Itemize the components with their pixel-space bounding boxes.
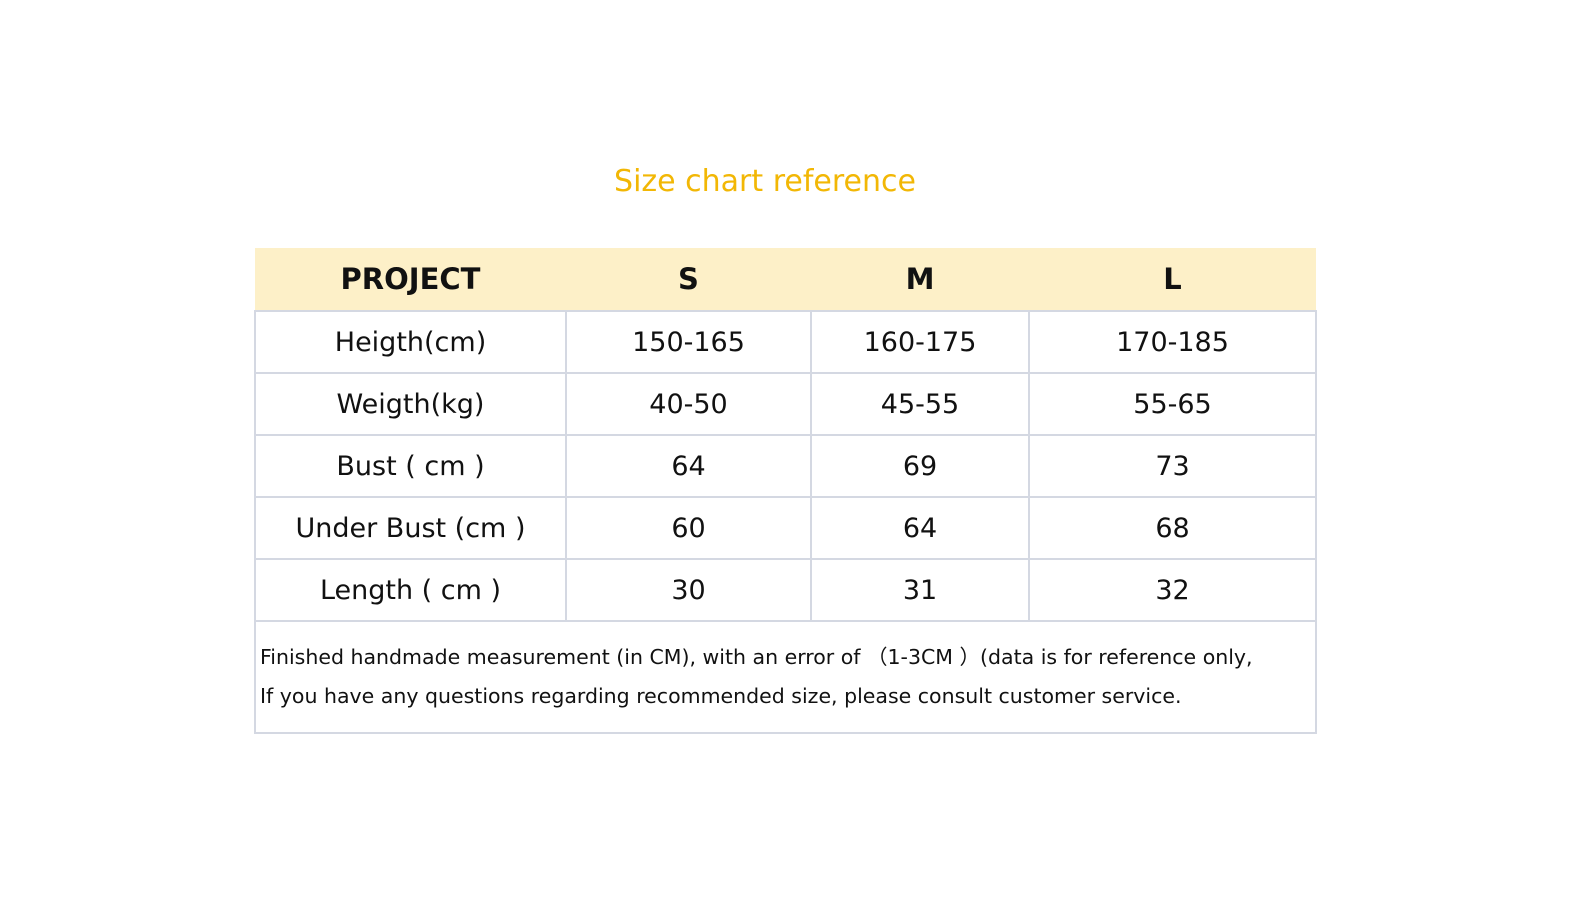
header-project: PROJECT [255, 248, 566, 311]
table-cell: 31 [810, 558, 1030, 622]
table-cell: 150-165 [565, 310, 812, 374]
table-row-length: Length ( cm ) 30 31 32 [254, 558, 1317, 622]
table-note-row: Finished handmade measurement (in CM), w… [254, 620, 1317, 734]
table-cell: 60 [565, 496, 812, 560]
page-title: Size chart reference [614, 164, 916, 199]
table-cell: 64 [810, 496, 1030, 560]
table-cell: 160-175 [810, 310, 1030, 374]
table-row-weight: Weigth(kg) 40-50 45-55 55-65 [254, 372, 1317, 436]
table-cell: 64 [565, 434, 812, 498]
header-size-s: S [566, 248, 811, 311]
row-label: Length ( cm ) [254, 558, 567, 622]
row-label: Weigth(kg) [254, 372, 567, 436]
note-line-2: If you have any questions regarding reco… [260, 684, 1182, 708]
table-row-bust: Bust ( cm ) 64 69 73 [254, 434, 1317, 498]
row-label: Heigth(cm) [254, 310, 567, 374]
header-size-m: M [811, 248, 1029, 311]
table-cell: 69 [810, 434, 1030, 498]
table-cell: 45-55 [810, 372, 1030, 436]
table-cell: 32 [1028, 558, 1317, 622]
measurement-note: Finished handmade measurement (in CM), w… [254, 620, 1317, 734]
table-header-row: PROJECT S M L [255, 248, 1316, 311]
table-cell: 40-50 [565, 372, 812, 436]
table-cell: 68 [1028, 496, 1317, 560]
table-cell: 73 [1028, 434, 1317, 498]
table-row-under-bust: Under Bust (cm ) 60 64 68 [254, 496, 1317, 560]
table-cell: 55-65 [1028, 372, 1317, 436]
table-cell: 170-185 [1028, 310, 1317, 374]
table-row-height: Heigth(cm) 150-165 160-175 170-185 [254, 310, 1317, 374]
row-label: Bust ( cm ) [254, 434, 567, 498]
note-line-1: Finished handmade measurement (in CM), w… [260, 645, 1253, 669]
row-label: Under Bust (cm ) [254, 496, 567, 560]
header-size-l: L [1029, 248, 1316, 311]
table-cell: 30 [565, 558, 812, 622]
size-chart-table: PROJECT S M L Heigth(cm) 150-165 160-175… [254, 248, 1317, 734]
